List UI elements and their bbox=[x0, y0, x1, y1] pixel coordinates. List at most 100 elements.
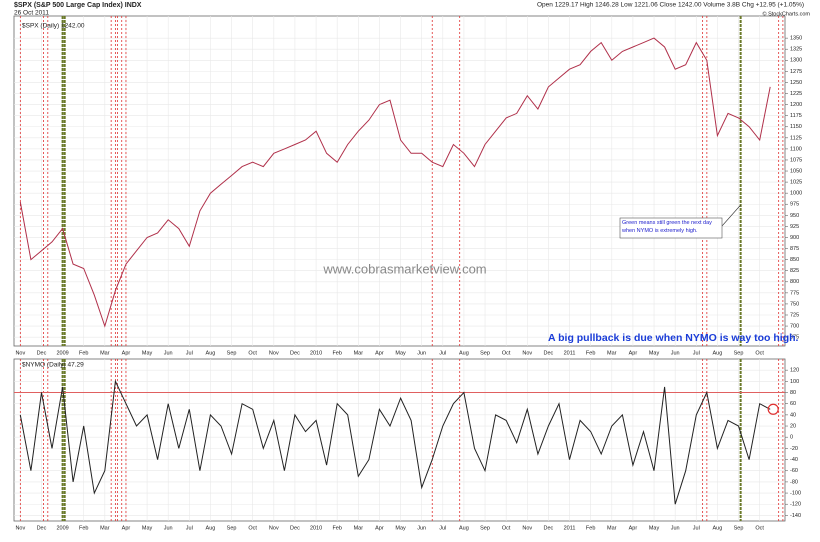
y-tick-label: 800 bbox=[790, 279, 799, 285]
x-tick-label: Apr bbox=[629, 525, 638, 531]
y-tick-label: 975 bbox=[790, 202, 799, 208]
annotation-text: Green means still green the next day whe… bbox=[622, 220, 712, 234]
x-tick-label: Jun bbox=[417, 525, 426, 531]
legend-label: $SPX (Daily) 1242.00 bbox=[22, 23, 85, 30]
y-tick-label: -80 bbox=[790, 479, 798, 485]
x-tick-label: Aug bbox=[206, 525, 216, 531]
highlight-circle bbox=[767, 403, 779, 415]
x-tick-label: Jul bbox=[693, 350, 700, 356]
x-tick-label: Apr bbox=[122, 525, 131, 531]
y-tick-label: 120 bbox=[790, 368, 799, 374]
x-tick-label: Jul bbox=[186, 350, 193, 356]
x-tick-label: Aug bbox=[713, 525, 723, 531]
y-tick-label: 40 bbox=[790, 412, 796, 418]
y-tick-label: -20 bbox=[790, 446, 798, 452]
watermark: www.cobrasmarketview.com bbox=[322, 261, 486, 276]
series-line bbox=[19, 37, 771, 328]
y-tick-label: 1050 bbox=[790, 168, 802, 174]
x-tick-label: Jun bbox=[671, 350, 680, 356]
x-tick-label: Feb bbox=[79, 525, 88, 531]
y-tick-label: 850 bbox=[790, 257, 799, 263]
x-tick-label: Jul bbox=[439, 525, 446, 531]
y-tick-label: 1350 bbox=[790, 36, 802, 42]
annotation-box bbox=[619, 217, 723, 239]
x-tick-label: Nov bbox=[522, 525, 532, 531]
x-tick-label: Dec bbox=[37, 350, 47, 356]
quote: Open 1229.17 High 1246.28 Low 1221.06 Cl… bbox=[537, 2, 804, 9]
series-line bbox=[19, 379, 771, 505]
annotation-arrow bbox=[721, 204, 741, 227]
y-tick-label: 1325 bbox=[790, 47, 802, 53]
x-tick-label: 2011 bbox=[564, 350, 576, 356]
x-tick-label: May bbox=[649, 350, 660, 356]
x-tick-label: Oct bbox=[248, 350, 257, 356]
x-tick-label: Feb bbox=[332, 525, 341, 531]
x-tick-label: Dec bbox=[37, 525, 47, 531]
x-tick-label: Aug bbox=[206, 350, 216, 356]
x-tick-label: Jul bbox=[693, 525, 700, 531]
x-tick-label: Feb bbox=[79, 350, 88, 356]
y-tick-label: 825 bbox=[790, 268, 799, 274]
x-tick-label: Sep bbox=[227, 350, 237, 356]
y-tick-label: 1125 bbox=[790, 135, 802, 141]
x-tick-label: Sep bbox=[734, 350, 744, 356]
y-tick-label: 1200 bbox=[790, 102, 802, 108]
x-tick-label: Mar bbox=[354, 350, 364, 356]
x-tick-label: Oct bbox=[248, 525, 257, 531]
y-tick-label: -140 bbox=[790, 513, 801, 519]
y-tick-label: 725 bbox=[790, 312, 799, 318]
x-tick-label: Apr bbox=[122, 350, 131, 356]
y-tick-label: 1300 bbox=[790, 58, 802, 64]
x-tick-label: Aug bbox=[459, 525, 469, 531]
y-tick-label: 750 bbox=[790, 301, 799, 307]
y-tick-label: 1075 bbox=[790, 157, 802, 163]
x-tick-label: Mar bbox=[354, 525, 364, 531]
y-tick-label: 925 bbox=[790, 224, 799, 230]
x-tick-label: Dec bbox=[544, 350, 554, 356]
y-tick-label: 1150 bbox=[790, 124, 802, 130]
x-tick-label: Mar bbox=[607, 350, 617, 356]
x-tick-label: May bbox=[395, 350, 406, 356]
x-tick-label: May bbox=[395, 525, 406, 531]
x-tick-label: Apr bbox=[629, 350, 638, 356]
x-tick-label: 2010 bbox=[310, 350, 322, 356]
x-tick-label: 2009 bbox=[56, 350, 68, 356]
panel-frame bbox=[13, 358, 786, 522]
y-tick-label: 1225 bbox=[790, 91, 802, 97]
y-tick-label: 1000 bbox=[790, 191, 802, 197]
y-tick-label: -40 bbox=[790, 457, 798, 463]
x-tick-label: Jun bbox=[417, 350, 426, 356]
panel-frame bbox=[13, 15, 786, 347]
y-tick-label: -60 bbox=[790, 468, 798, 474]
x-tick-label: May bbox=[649, 525, 660, 531]
x-tick-label: Dec bbox=[290, 525, 300, 531]
y-tick-label: 20 bbox=[790, 423, 796, 429]
x-tick-label: 2011 bbox=[564, 525, 576, 531]
y-tick-label: 80 bbox=[790, 390, 796, 396]
x-tick-label: Apr bbox=[375, 350, 384, 356]
y-tick-label: 950 bbox=[790, 213, 799, 219]
x-tick-label: Feb bbox=[586, 525, 595, 531]
x-tick-label: Dec bbox=[544, 525, 554, 531]
x-tick-label: 2010 bbox=[310, 525, 322, 531]
x-tick-label: Nov bbox=[15, 525, 25, 531]
y-tick-label: 1175 bbox=[790, 113, 802, 119]
chart-title: $SPX (S&P 500 Large Cap Index) INDX bbox=[14, 2, 142, 9]
x-tick-label: Aug bbox=[713, 350, 723, 356]
x-tick-label: Sep bbox=[480, 525, 490, 531]
x-tick-label: Jun bbox=[164, 350, 173, 356]
x-tick-label: Dec bbox=[290, 350, 300, 356]
x-tick-label: Feb bbox=[332, 350, 341, 356]
x-tick-label: Oct bbox=[755, 350, 764, 356]
y-tick-label: 1250 bbox=[790, 80, 802, 86]
x-tick-label: 2009 bbox=[56, 525, 68, 531]
y-tick-label: -120 bbox=[790, 502, 801, 508]
y-tick-label: 775 bbox=[790, 290, 799, 296]
annotation-text: A big pullback is due when NYMO is way t… bbox=[548, 332, 799, 344]
x-tick-label: May bbox=[142, 525, 153, 531]
y-tick-label: 675 bbox=[790, 335, 799, 341]
x-tick-label: Jul bbox=[439, 350, 446, 356]
legend-label: $NYMO (Daily) 47.29 bbox=[22, 362, 84, 369]
x-tick-label: Feb bbox=[586, 350, 595, 356]
